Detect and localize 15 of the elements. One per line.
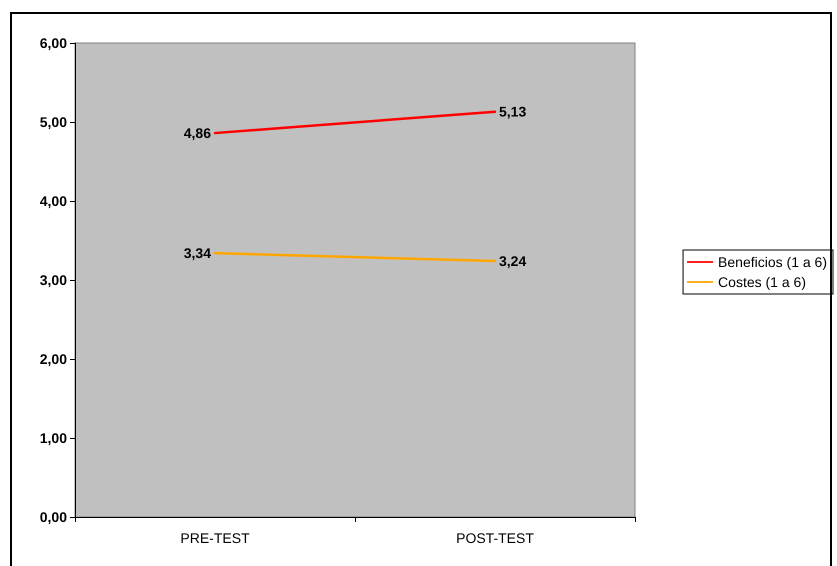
y-tick-label: 5,00 (40, 114, 68, 130)
x-tick-label: POST-TEST (456, 530, 534, 546)
y-tick-label: 2,00 (40, 351, 68, 367)
data-label: 4,86 (184, 125, 212, 142)
data-label: 3,34 (184, 245, 212, 262)
y-tick-label: 1,00 (40, 430, 68, 446)
data-label: 3,24 (499, 253, 526, 270)
y-tick-label: 0,00 (40, 509, 68, 525)
legend-label: Beneficios (1 a 6) (718, 254, 828, 270)
y-tick-label: 4,00 (40, 193, 68, 209)
data-label: 5,13 (499, 104, 526, 120)
x-tick-label: PRE-TEST (180, 530, 250, 546)
y-tick-label: 6,00 (40, 35, 68, 51)
legend-label: Costes (1 a 6) (718, 274, 806, 290)
y-tick-label: 3,00 (40, 272, 68, 288)
